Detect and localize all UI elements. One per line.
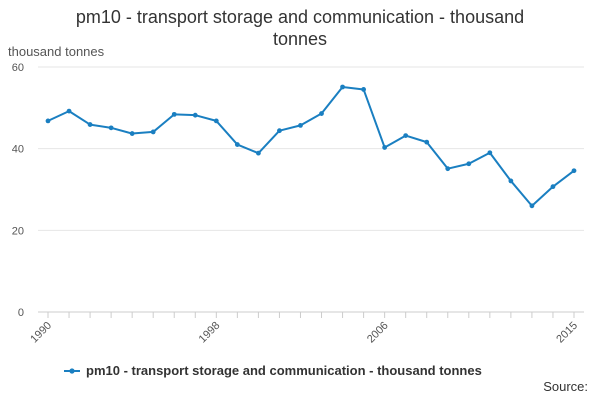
data-point [66,108,72,114]
data-point [550,184,556,190]
data-point [571,168,577,174]
data-point [508,178,514,184]
data-point [256,150,261,156]
x-tick-label: 1990 [28,320,54,346]
data-point [45,118,51,124]
data-point [382,145,388,150]
y-tick-label: 40 [12,144,24,156]
data-point [466,161,472,167]
x-tick-label: 1998 [197,320,223,346]
data-point [192,112,198,118]
data-point [87,122,93,127]
y-tick-label: 0 [18,307,24,319]
data-point [108,125,114,131]
data-point [298,122,303,128]
data-point [277,128,282,134]
legend-label: pm10 - transport storage and communicati… [86,363,482,378]
data-point [319,111,324,116]
data-point [213,118,219,124]
data-point [529,203,535,209]
data-point [234,142,240,147]
legend-marker-icon [69,368,75,374]
data-point [171,111,177,117]
source-label: Source: [543,379,588,394]
data-point [361,87,366,92]
data-point [340,84,345,90]
x-tick-label: 2006 [365,320,391,346]
y-tick-label: 60 [12,62,24,74]
chart-title: pm10 - transport storage and communicati… [75,7,525,49]
series-line [47,86,575,207]
data-point [424,139,430,145]
y-tick-label: 20 [12,225,24,237]
data-point [487,150,493,156]
y-axis-unit-label: thousand tonnes [8,44,105,59]
data-point [150,129,156,135]
data-point [445,166,451,172]
data-point [403,133,409,139]
data-point [129,131,135,136]
x-tick-label: 2015 [554,320,580,346]
